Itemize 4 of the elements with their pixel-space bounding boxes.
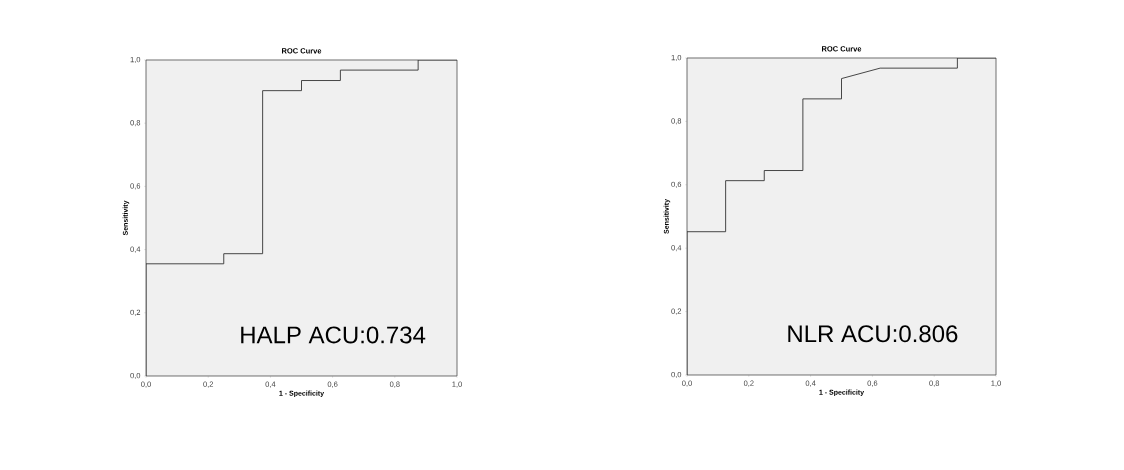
line-series [146,59,458,376]
annotation: HALP ACU:0.734 [241,326,426,344]
annotation: NLR ACU:0.806 [788,325,958,343]
line-series [687,57,996,375]
